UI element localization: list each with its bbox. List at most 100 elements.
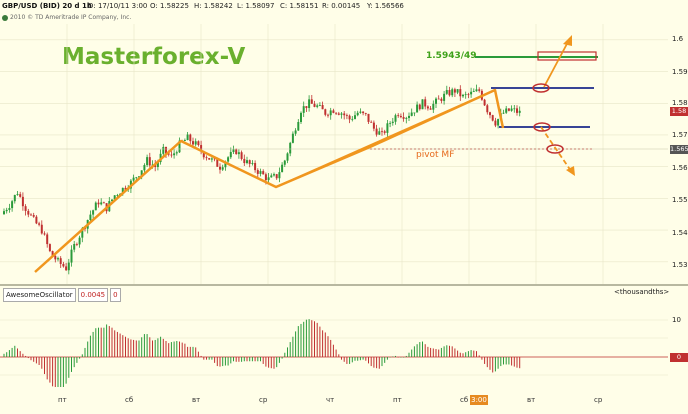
candle-body <box>432 103 435 110</box>
candle-body <box>445 90 448 94</box>
candle-body <box>327 114 329 116</box>
oscillator-bar <box>98 327 99 357</box>
pane-divider[interactable] <box>0 284 688 286</box>
candle-body <box>138 176 140 178</box>
oscillator-bar <box>297 326 299 357</box>
oscillator-bar <box>305 319 307 357</box>
oscillator-bar <box>79 357 81 359</box>
oscillator-bar <box>176 341 178 357</box>
candle-body <box>389 122 392 124</box>
oscillator-bar <box>473 350 475 357</box>
oscillator-bar <box>138 340 140 357</box>
candle-body <box>283 160 286 165</box>
oscillator-bar <box>462 353 464 357</box>
oscillator-bar <box>343 357 345 362</box>
low-field: L: 1.58097 <box>237 2 275 10</box>
oscillator-bar <box>81 354 83 357</box>
candle-body <box>30 214 32 216</box>
candle-body <box>146 157 149 166</box>
oscillator-bar <box>8 350 10 357</box>
candle-body <box>97 202 100 205</box>
candle-body <box>483 99 486 106</box>
oscillator-zero-tag: 0 <box>670 353 688 362</box>
candle-body <box>54 255 57 260</box>
oscillator-bar <box>224 357 226 366</box>
up-arrowhead-icon <box>563 35 572 46</box>
oscillator-bar <box>311 320 313 357</box>
oscillator-bar <box>189 346 191 357</box>
oscillator-bar <box>341 357 342 360</box>
oscillator-bar <box>284 352 286 357</box>
price-chart[interactable] <box>0 24 668 284</box>
oscillator-bar <box>73 357 75 368</box>
candle-body <box>507 108 510 111</box>
candle-body <box>219 166 221 170</box>
price-label: 1.53 <box>672 261 688 269</box>
indicator-param: 0 <box>110 288 121 302</box>
candle-body <box>408 115 410 118</box>
oscillator-bar <box>187 346 189 357</box>
candle-body <box>359 111 362 113</box>
candle-body <box>21 196 24 207</box>
oscillator-bar <box>440 347 442 357</box>
oscillator-bar <box>411 349 413 357</box>
oscillator-bar <box>160 336 162 357</box>
oscillator-bar <box>494 357 496 372</box>
candle-body <box>65 266 68 271</box>
candle-body <box>418 104 421 110</box>
oscillator-bar <box>38 357 40 365</box>
candle-body <box>8 208 11 210</box>
oscillator-bar <box>278 357 280 363</box>
candle-body <box>70 249 73 263</box>
candle-body <box>440 98 443 101</box>
oscillator-bar <box>52 357 54 387</box>
oscillator-bar <box>14 345 16 357</box>
candle-body <box>345 115 348 117</box>
candle-body <box>221 167 224 170</box>
candle-body <box>421 99 424 110</box>
oscillator-bar <box>141 337 143 357</box>
candle-body <box>489 112 491 116</box>
candle-body <box>256 170 259 174</box>
oscillator-bar <box>430 347 432 357</box>
candle-body <box>475 89 478 92</box>
candle-body <box>165 146 167 154</box>
time-axis[interactable]: пт сб вт ср чт пт сб вт ср 3:00 <box>0 394 668 414</box>
oscillator-bar <box>397 357 399 358</box>
oscillator-bar <box>251 357 253 362</box>
price-label: 1.59 <box>672 68 688 76</box>
candle-body <box>383 131 386 133</box>
oscillator-bar <box>368 357 369 364</box>
candle-body <box>448 90 451 96</box>
oscillator-bar <box>135 340 137 357</box>
oscillator-bar <box>157 338 159 357</box>
candle-body <box>121 187 124 194</box>
oscillator-bar <box>19 351 21 357</box>
price-axis[interactable]: 1.6 1.59 1.58 1.57 1.56 1.55 1.54 1.53 <box>668 0 688 285</box>
candle-body <box>286 153 289 161</box>
candle-body <box>462 94 464 97</box>
candle-body <box>124 187 127 190</box>
oscillator-bar <box>246 357 248 362</box>
oscillator-bar <box>170 342 172 357</box>
indicator-name[interactable]: AwesomeOscillator <box>3 288 76 302</box>
oscillator-bar <box>351 357 353 363</box>
oscillator-bar <box>222 357 224 367</box>
oscillator-bar <box>403 357 405 358</box>
oscillator-bar <box>362 357 364 360</box>
candle-body <box>148 157 151 166</box>
awesome-oscillator-chart[interactable] <box>0 300 668 394</box>
watermark-title: Masterforex-V <box>62 44 246 70</box>
high-field: H: 1.58242 <box>194 2 233 10</box>
oscillator-bar <box>289 342 291 357</box>
candle-body <box>391 121 394 123</box>
oscillator-bar <box>192 346 194 357</box>
candle-body <box>197 141 200 146</box>
oscillator-bar <box>33 357 35 362</box>
time-label: сб <box>125 396 134 404</box>
price-label: 1.55 <box>672 196 688 204</box>
candle-body <box>281 164 284 173</box>
symbol-label[interactable]: GBP/USD (BID) 20 d 1h <box>2 2 92 10</box>
oscillator-bar <box>22 353 24 357</box>
